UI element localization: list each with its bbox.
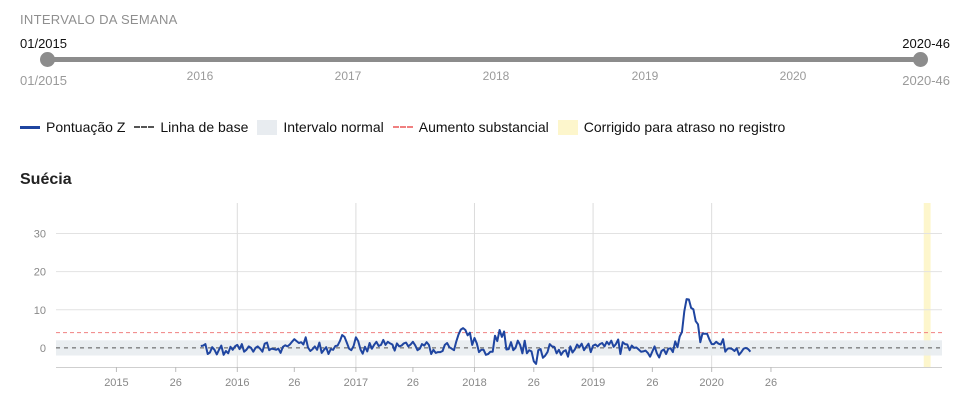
range-year-label: 2016 — [186, 69, 214, 83]
range-year-label: 2017 — [334, 69, 362, 83]
legend: Pontuação Z Linha de base Intervalo norm… — [20, 118, 794, 136]
series-line-icon — [20, 125, 40, 129]
x-tick-label: 2017 — [344, 377, 368, 389]
band-icon — [557, 119, 578, 135]
dashed-line-icon — [134, 126, 155, 128]
range-start-label: 01/2015 — [20, 73, 67, 88]
y-tick-label: 10 — [34, 305, 46, 317]
x-tick-label: 2016 — [225, 377, 249, 389]
corrected-band — [923, 203, 931, 367]
week-range-title: INTERVALO DA SEMANA — [20, 12, 178, 27]
zscore-series-line — [200, 298, 752, 365]
range-year-label: 2018 — [482, 69, 510, 83]
y-tick-label: 20 — [34, 267, 46, 279]
x-tick-label: 2015 — [104, 377, 128, 389]
range-year-label: 2020 — [779, 69, 807, 83]
x-tick-label: 26 — [528, 377, 540, 389]
dashed-line-icon — [392, 126, 413, 128]
legend-item-normal-range[interactable]: Intervalo normal — [257, 119, 384, 135]
legend-label: Pontuação Z — [46, 119, 126, 135]
range-end-value: 2020-46 — [902, 36, 950, 51]
x-tick-label: 26 — [170, 377, 182, 389]
y-tick-label: 30 — [34, 229, 46, 241]
range-start-handle[interactable] — [40, 52, 55, 67]
range-end-handle[interactable] — [913, 52, 928, 67]
x-tick-label: 2018 — [462, 377, 486, 389]
x-tick-label: 26 — [646, 377, 658, 389]
band-icon — [257, 119, 278, 135]
range-start-value: 01/2015 — [20, 36, 67, 51]
range-slider-track[interactable] — [47, 57, 920, 62]
x-tick-label: 26 — [765, 377, 777, 389]
legend-label: Aumento substancial — [418, 119, 549, 135]
x-tick-label: 26 — [288, 377, 300, 389]
legend-label: Linha de base — [160, 119, 249, 135]
legend-label: Corrigido para atraso no registro — [583, 119, 786, 135]
legend-label: Intervalo normal — [283, 119, 384, 135]
y-tick-label: 0 — [40, 343, 46, 355]
range-end-label: 2020-46 — [902, 73, 950, 88]
legend-item-substantial-increase[interactable]: Aumento substancial — [392, 119, 549, 135]
x-tick-label: 2019 — [581, 377, 605, 389]
zscore-chart: 0 10 20 30 2015 26 2016 26 2017 26 2018 26 2019 26 202… — [34, 203, 942, 389]
legend-item-corrected[interactable]: Corrigido para atraso no registro — [557, 119, 786, 135]
range-year-label: 2019 — [631, 69, 659, 83]
x-tick-label: 26 — [407, 377, 419, 389]
x-tick-label: 2020 — [699, 377, 723, 389]
legend-item-zscore[interactable]: Pontuação Z — [20, 119, 125, 135]
legend-item-baseline[interactable]: Linha de base — [134, 119, 248, 135]
chart-title: Suécia — [20, 171, 72, 188]
